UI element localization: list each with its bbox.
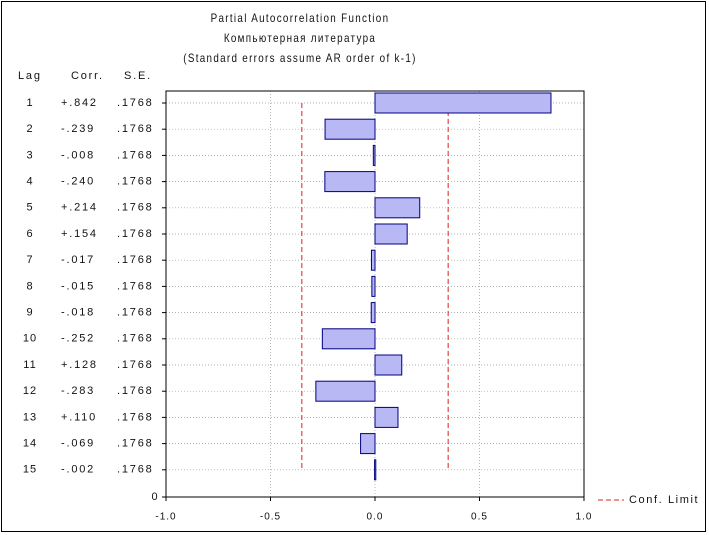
corr-label: -.002 xyxy=(61,464,95,476)
lag-label: 2 xyxy=(26,123,33,135)
corr-label: -.018 xyxy=(61,307,95,319)
pacf-bar xyxy=(374,223,408,245)
corr-label: +.842 xyxy=(61,97,98,109)
lag-label: 13 xyxy=(23,411,37,423)
chart-note: (Standard errors assume AR order of k-1) xyxy=(183,51,417,65)
corr-label: +.110 xyxy=(61,411,97,423)
x-tick-label: 1.0 xyxy=(576,512,593,523)
pacf-bar xyxy=(374,354,403,376)
legend-label: Conf. Limit xyxy=(629,494,699,506)
corr-label: +.128 xyxy=(61,359,98,371)
lag-label: 7 xyxy=(26,254,33,266)
x-tick-label: 0.0 xyxy=(367,512,384,523)
lag-label: 1 xyxy=(26,97,33,109)
se-label: .1768 xyxy=(117,149,154,161)
corr-label: -.015 xyxy=(61,280,95,292)
lag-label: 12 xyxy=(23,385,37,397)
zero-row-label: 0 xyxy=(151,491,158,503)
se-label: .1768 xyxy=(117,97,154,109)
pacf-bar xyxy=(374,197,421,219)
lag-label: 15 xyxy=(23,464,37,476)
pacf-bar xyxy=(371,275,376,297)
se-label: .1768 xyxy=(117,280,154,292)
se-label: .1768 xyxy=(117,411,154,423)
pacf-bar xyxy=(372,144,376,166)
corr-label: -.017 xyxy=(61,254,95,266)
corr-label: -.283 xyxy=(61,385,95,397)
corr-label: -.239 xyxy=(61,123,95,135)
chart-subtitle: Компьютерная литература xyxy=(223,31,377,45)
corr-label: +.154 xyxy=(61,228,98,240)
lag-label: 14 xyxy=(23,438,37,450)
corr-label: -.008 xyxy=(61,149,95,161)
pacf-bar xyxy=(324,118,376,140)
chart-title: Partial Autocorrelation Function xyxy=(210,11,390,25)
pacf-bar xyxy=(370,249,376,271)
lag-label: 8 xyxy=(26,280,33,292)
corr-label: -.252 xyxy=(61,333,95,345)
pacf-bar xyxy=(321,328,376,350)
lag-label: 9 xyxy=(26,307,33,319)
column-header-se: S.E. xyxy=(124,70,152,82)
se-label: .1768 xyxy=(117,123,154,135)
pacf-bar xyxy=(374,406,399,428)
lag-label: 6 xyxy=(26,228,33,240)
column-header-lag: Lag xyxy=(18,70,42,82)
x-tick-label: -0.5 xyxy=(260,512,281,523)
column-header-corr: Corr. xyxy=(71,70,104,82)
se-label: .1768 xyxy=(117,228,154,240)
x-tick-label: 0.5 xyxy=(471,512,488,523)
x-tick-label: -1.0 xyxy=(155,512,176,523)
se-label: .1768 xyxy=(117,438,154,450)
se-label: .1768 xyxy=(117,176,154,188)
lag-label: 10 xyxy=(23,333,37,345)
se-label: .1768 xyxy=(117,254,154,266)
se-label: .1768 xyxy=(117,202,154,214)
se-label: .1768 xyxy=(117,359,154,371)
pacf-bar xyxy=(315,380,376,402)
se-label: .1768 xyxy=(117,464,154,476)
pacf-bar xyxy=(370,302,376,324)
pacf-bar xyxy=(360,433,376,455)
corr-label: +.214 xyxy=(61,202,98,214)
pacf-bar xyxy=(374,92,552,114)
se-label: .1768 xyxy=(117,385,154,397)
pacf-bar xyxy=(324,171,376,193)
lag-label: 4 xyxy=(26,176,33,188)
lag-label: 3 xyxy=(26,149,33,161)
lag-label: 11 xyxy=(23,359,36,371)
pacf-bar xyxy=(374,459,377,481)
corr-label: -.069 xyxy=(61,438,95,450)
se-label: .1768 xyxy=(117,333,154,345)
corr-label: -.240 xyxy=(61,176,95,188)
se-label: .1768 xyxy=(117,307,154,319)
lag-label: 5 xyxy=(26,202,33,214)
